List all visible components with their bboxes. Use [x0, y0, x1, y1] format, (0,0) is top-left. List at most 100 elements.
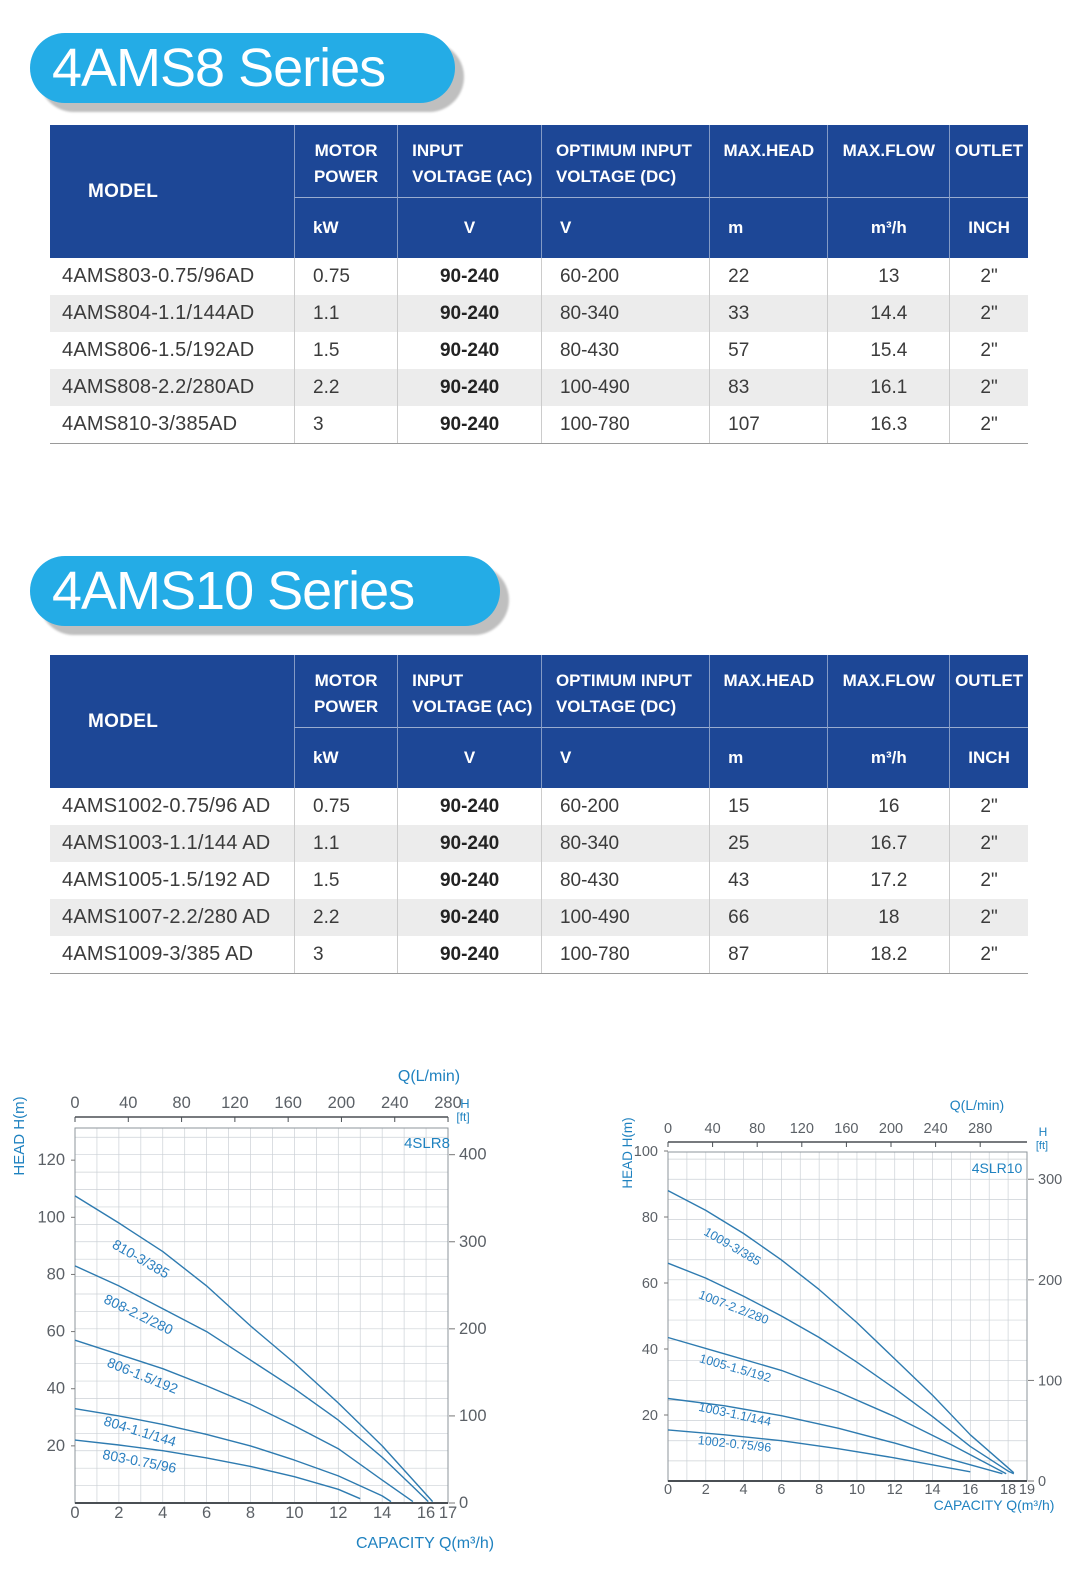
flow-axis-title: Q(L/min)	[398, 1068, 460, 1085]
power-cell: 0.75	[294, 788, 397, 825]
dc-voltage-cell: 60-200	[540, 258, 709, 295]
left-tick-label: 20	[642, 1408, 658, 1424]
head-cell: 15	[709, 788, 827, 825]
column-header: OUTLET	[949, 125, 1028, 198]
top-tick-label: 120	[221, 1094, 249, 1112]
right-tick-label: 300	[459, 1233, 487, 1251]
dc-voltage-cell: 100-780	[540, 936, 709, 973]
table-row: 4AMS810-3/385AD 3 90-240 100-780 107 16.3 2"	[50, 406, 1028, 443]
power-cell: 1.1	[294, 295, 397, 332]
curve-label: 1009-3/385	[702, 1225, 764, 1269]
column-unit: V	[540, 728, 709, 788]
ac-voltage-cell: 90-240	[397, 788, 541, 825]
column-unit: INCH	[949, 198, 1028, 258]
power-cell: 2.2	[294, 899, 397, 936]
column-header: OPTIMUM INPUT VOLTAGE (DC)	[540, 655, 710, 728]
table-row: 4AMS806-1.5/192AD 1.5 90-240 80-430 57 15.4 2"	[50, 332, 1028, 369]
head-cell: 87	[709, 936, 827, 973]
model-cell: 4AMS808-2.2/280AD	[62, 376, 255, 398]
dc-voltage-cell: 80-340	[540, 295, 709, 332]
bottom-tick-label: 12	[329, 1504, 347, 1522]
bottom-tick-label: 0	[70, 1504, 79, 1522]
curve-label: 1007-2.2/280	[697, 1288, 771, 1327]
column-header: MAX.HEAD	[709, 125, 828, 198]
right-tick-label: 100	[1038, 1373, 1062, 1389]
right-tick-label: 0	[1038, 1474, 1046, 1490]
bottom-tick-label: 0	[664, 1482, 672, 1498]
column-unit: V	[397, 728, 541, 788]
ac-voltage-cell: 90-240	[397, 899, 541, 936]
pump-curve-810-3/385	[74, 1195, 434, 1503]
ft-axis-title: H	[460, 1096, 469, 1111]
top-tick-label: 200	[879, 1121, 903, 1137]
flow-cell: 18	[827, 899, 949, 936]
power-cell: 3	[294, 406, 397, 443]
head-cell: 25	[709, 825, 827, 862]
bottom-tick-label: 4	[740, 1482, 748, 1498]
flow-cell: 18.2	[827, 936, 949, 973]
bottom-tick-label: 10	[849, 1482, 865, 1498]
flow-cell: 13	[827, 258, 949, 295]
top-tick-label: 200	[328, 1094, 356, 1112]
model-cell: 4AMS804-1.1/144AD	[62, 302, 255, 324]
outlet-cell: 2"	[949, 295, 1028, 332]
pump-curve-chart-4slr8: 810-3/385 808-2.2/280 806-1.5/192 804-1.1/1…	[0, 1040, 545, 1585]
column-unit: INCH	[949, 728, 1028, 788]
curve-label: 1002-0.75/96	[697, 1433, 772, 1455]
chart-badge: 4SLR8	[404, 1135, 450, 1152]
flow-cell: 17.2	[827, 862, 949, 899]
outlet-cell: 2"	[949, 825, 1028, 862]
table-row: 4AMS1003-1.1/144 AD 1.1 90-240 80-340 25 16.7…	[50, 825, 1028, 862]
flow-cell: 16.7	[827, 825, 949, 862]
top-tick-label: 80	[749, 1121, 765, 1137]
table-row: 4AMS808-2.2/280AD 2.2 90-240 100-490 83 16.1 2…	[50, 369, 1028, 406]
chart-badge: 4SLR10	[972, 1160, 1023, 1176]
left-tick-label: 120	[37, 1151, 65, 1169]
left-tick-label: 40	[642, 1342, 658, 1358]
dc-voltage-cell: 80-430	[540, 862, 709, 899]
outlet-cell: 2"	[949, 936, 1028, 973]
left-tick-label: 80	[47, 1265, 65, 1283]
pump-curve-1003-1.1/144	[667, 1397, 1003, 1475]
right-tick-label: 200	[459, 1320, 487, 1338]
dc-voltage-cell: 80-430	[540, 332, 709, 369]
capacity-axis-title: CAPACITY Q(m³/h)	[934, 1497, 1055, 1513]
outlet-cell: 2"	[949, 899, 1028, 936]
flow-cell: 16	[827, 788, 949, 825]
dc-voltage-cell: 100-780	[540, 406, 709, 443]
flow-cell: 16.3	[827, 406, 949, 443]
outlet-cell: 2"	[949, 406, 1028, 443]
table-row: 4AMS1007-2.2/280 AD 2.2 90-240 100-490 66 18 2…	[50, 899, 1028, 936]
bottom-tick-label: 16	[417, 1504, 435, 1522]
curve-label: 806-1.5/192	[105, 1354, 180, 1397]
bottom-tick-label: 4	[158, 1504, 167, 1522]
pump-curve-1002-0.75/96	[667, 1429, 971, 1473]
table-row: 4AMS804-1.1/144AD 1.1 90-240 80-340 33 14.4 2"	[50, 295, 1028, 332]
bottom-tick-label: 8	[815, 1482, 823, 1498]
table-body: 4AMS803-0.75/96AD 0.75 90-240 60-200 22 13 2" 4…	[50, 258, 1028, 444]
head-cell: 66	[709, 899, 827, 936]
column-header: INPUT VOLTAGE (AC)	[397, 125, 541, 198]
column-header: MOTOR POWER	[294, 655, 398, 728]
top-tick-label: 240	[381, 1094, 409, 1112]
curve-label: 1003-1.1/144	[697, 1400, 772, 1429]
bottom-tick-label: 14	[373, 1504, 391, 1522]
top-tick-label: 40	[119, 1094, 137, 1112]
pump-curve-803-0.75/96	[74, 1439, 361, 1500]
power-cell: 1.5	[294, 332, 397, 369]
bottom-tick-label: 16	[962, 1482, 978, 1498]
dc-voltage-cell: 60-200	[540, 788, 709, 825]
column-unit: m	[709, 198, 827, 258]
model-cell: 4AMS1007-2.2/280 AD	[62, 906, 271, 928]
column-header: MAX.FLOW	[827, 655, 950, 728]
column-unit: m³/h	[827, 728, 949, 788]
bottom-tick-label: 18	[1000, 1482, 1016, 1498]
table-header: MODEL MOTOR POWER INPUT VOLTAGE (AC) OPTIMU…	[50, 125, 1028, 258]
dc-voltage-cell: 100-490	[540, 899, 709, 936]
top-tick-label: 80	[172, 1094, 190, 1112]
series-title-4ams10: 4AMS10 Series	[30, 556, 500, 626]
ac-voltage-cell: 90-240	[397, 825, 541, 862]
right-tick-label: 100	[459, 1407, 487, 1425]
left-tick-label: 20	[47, 1437, 65, 1455]
